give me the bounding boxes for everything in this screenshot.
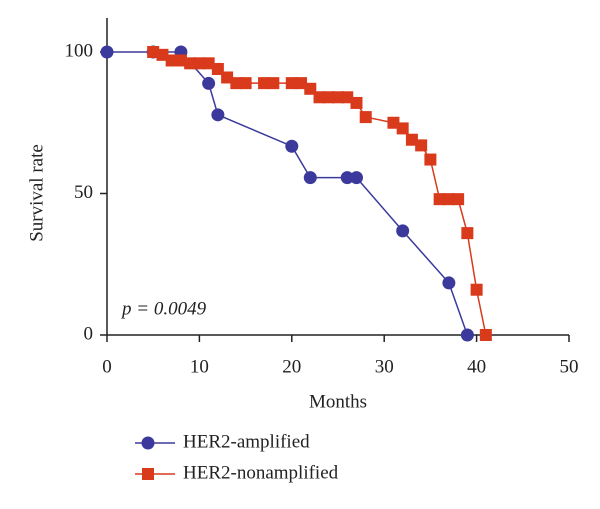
data-point xyxy=(340,171,354,185)
data-point xyxy=(211,62,224,75)
data-point xyxy=(433,193,446,206)
data-point xyxy=(479,329,492,341)
data-point xyxy=(313,91,326,104)
data-point xyxy=(221,71,234,84)
data-point xyxy=(359,111,372,124)
x-tick-label: 30 xyxy=(375,356,394,377)
legend-marker xyxy=(142,468,154,480)
data-point xyxy=(387,116,400,129)
data-point xyxy=(211,108,225,122)
data-point xyxy=(193,57,206,70)
data-point xyxy=(202,76,216,90)
data-point xyxy=(349,171,363,185)
data-point xyxy=(396,224,410,238)
data-point xyxy=(239,77,252,90)
data-point xyxy=(285,77,298,90)
data-point xyxy=(415,139,428,152)
data-point xyxy=(202,57,215,70)
legend-marker xyxy=(141,436,155,450)
legend-label: HER2-nonamplified xyxy=(183,462,339,483)
data-point xyxy=(303,171,317,185)
data-point xyxy=(470,283,483,296)
x-tick-label: 10 xyxy=(190,356,209,377)
data-point xyxy=(100,45,114,59)
y-tick-label: 50 xyxy=(74,182,93,203)
data-point xyxy=(184,57,197,70)
data-point xyxy=(304,82,317,95)
data-point xyxy=(230,77,243,90)
data-point xyxy=(174,54,187,67)
data-point xyxy=(322,91,335,104)
data-point xyxy=(332,91,344,104)
data-point xyxy=(165,54,178,67)
x-tick-label: 20 xyxy=(282,356,301,377)
x-axis-label: Months xyxy=(309,391,367,412)
x-tick-label: 0 xyxy=(102,356,112,377)
data-point xyxy=(285,139,299,153)
data-point xyxy=(396,122,409,135)
x-tick-label: 40 xyxy=(467,356,486,377)
data-point xyxy=(452,193,465,206)
legend-label: HER2-amplified xyxy=(183,431,310,452)
y-axis-label: Survival rate xyxy=(26,144,47,242)
data-point xyxy=(350,96,363,109)
data-point xyxy=(405,133,418,146)
series-line xyxy=(107,51,469,336)
data-point xyxy=(460,328,474,342)
data-point xyxy=(461,227,474,240)
y-tick-label: 100 xyxy=(65,40,94,61)
data-point xyxy=(258,77,271,90)
p-value: p = 0.0049 xyxy=(120,298,207,319)
data-point xyxy=(267,77,280,90)
data-point xyxy=(424,153,437,166)
data-point xyxy=(147,46,160,58)
data-point xyxy=(341,91,354,104)
data-point xyxy=(295,77,308,90)
x-tick-label: 50 xyxy=(560,356,579,377)
data-point xyxy=(156,48,169,61)
data-point xyxy=(442,276,456,290)
y-tick-label: 0 xyxy=(84,323,94,344)
data-point xyxy=(442,193,455,206)
